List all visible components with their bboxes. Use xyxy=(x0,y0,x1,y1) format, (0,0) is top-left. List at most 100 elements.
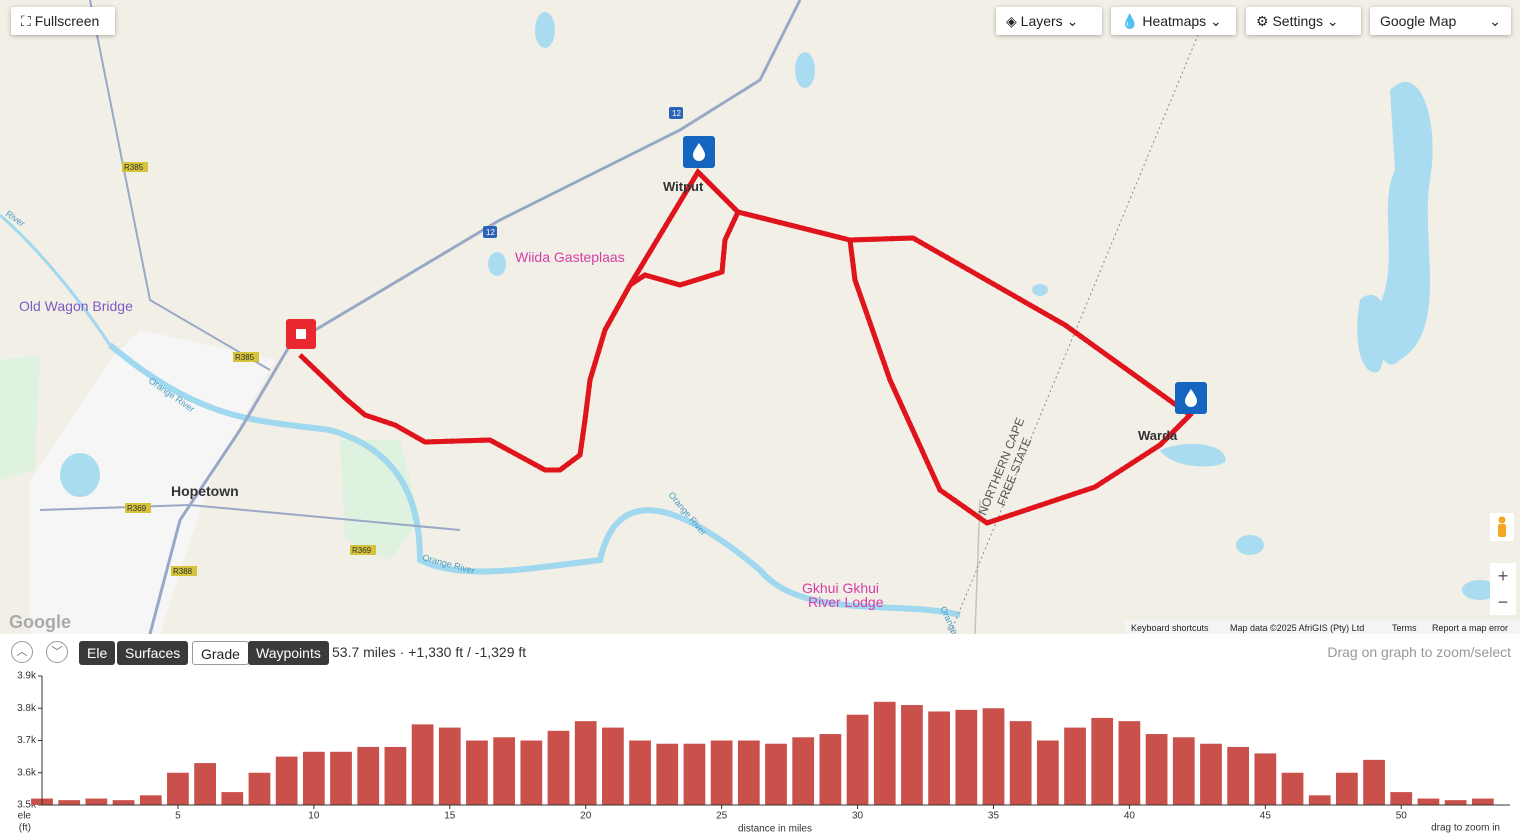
y-tick-label: 3.8k xyxy=(17,703,37,714)
elevation-bar xyxy=(1363,759,1385,805)
elevation-bar xyxy=(167,772,189,805)
map[interactable]: Witput Wiida Gasteplaas Old Wagon Bridge… xyxy=(0,0,1520,634)
elevation-bar xyxy=(737,740,760,805)
place-label[interactable]: River Lodge xyxy=(808,594,884,610)
elevation-bar xyxy=(1444,800,1467,805)
elevation-panel: ︿ ﹀ Ele Surfaces Grade Waypoints 53.7 mi… xyxy=(0,634,1520,839)
elevation-bar xyxy=(466,740,488,805)
tab-button[interactable]: Surfaces xyxy=(117,641,189,665)
elevation-bar xyxy=(1036,740,1059,805)
elevation-bar xyxy=(302,751,325,805)
button-label: Fullscreen xyxy=(34,13,100,29)
park-area xyxy=(340,440,420,560)
settings-button[interactable]: ⚙ Settings ⌄ xyxy=(1246,7,1361,35)
place-label[interactable]: Gkhui Gkhui xyxy=(802,580,879,596)
elevation-bar xyxy=(1200,743,1222,805)
y-tick-label: 3.9k xyxy=(17,671,37,682)
elevation-bar xyxy=(1336,772,1358,805)
elevation-bar xyxy=(275,756,298,805)
elevation-bar xyxy=(1009,721,1032,805)
fullscreen-button[interactable]: ⛶ Fullscreen xyxy=(11,7,115,35)
zoom-out[interactable]: − xyxy=(1498,592,1509,612)
waypoint-marker[interactable] xyxy=(1175,382,1207,414)
elevation-bar xyxy=(411,724,434,805)
x-tick-label: 15 xyxy=(444,811,456,822)
road-shield: R369 xyxy=(352,546,372,555)
footer-link[interactable]: Terms xyxy=(1392,623,1417,633)
elevation-bar xyxy=(765,743,787,805)
place-label[interactable]: Old Wagon Bridge xyxy=(19,298,133,314)
elevation-bar xyxy=(1417,798,1440,805)
road-shields: R385 R385 12 12 R369 R369 R388 xyxy=(122,107,683,576)
collapse-down[interactable]: ﹀ xyxy=(46,641,68,663)
tab-button[interactable]: Ele xyxy=(79,641,116,665)
zoom-in[interactable]: + xyxy=(1498,566,1509,586)
elevation-chart[interactable]: ele (ft) distance in miles drag to zoom … xyxy=(0,634,1520,839)
tab-button[interactable]: Waypoints xyxy=(248,641,329,665)
elevation-bar xyxy=(1254,753,1277,805)
footer-link[interactable]: Report a map error xyxy=(1432,623,1508,633)
elevation-bar xyxy=(1091,717,1114,805)
elevation-bar xyxy=(357,746,380,805)
road-shield: R369 xyxy=(127,504,147,513)
elevation-bar xyxy=(683,743,706,805)
tab-button[interactable]: Grade xyxy=(192,641,249,665)
place-label[interactable]: Wiida Gasteplaas xyxy=(515,249,625,265)
y-label: ele xyxy=(18,811,32,822)
elevation-bar xyxy=(520,740,543,805)
route-summary: 53.7 miles · +1,330 ft / -1,329 ft xyxy=(332,644,527,660)
road-shield: R385 xyxy=(235,353,255,362)
x-tick-label: 45 xyxy=(1260,811,1272,822)
button-label: Heatmaps xyxy=(1142,13,1207,29)
elevation-bar xyxy=(656,743,679,805)
waypoint-marker[interactable] xyxy=(683,136,715,168)
elevation-bar xyxy=(58,800,81,805)
footer-bg xyxy=(1125,620,1520,634)
y-tick-label: 3.7k xyxy=(17,735,37,746)
x-tick-label: 5 xyxy=(175,811,181,822)
zoom-control xyxy=(1490,563,1516,615)
button-label: Layers xyxy=(1020,13,1063,29)
elevation-bar xyxy=(1172,737,1195,805)
place-label: Hopetown xyxy=(171,483,239,499)
lakes xyxy=(60,12,1498,600)
road-shield: 12 xyxy=(486,228,495,237)
pegman[interactable] xyxy=(1490,513,1514,541)
elevation-bar xyxy=(248,772,271,805)
elevation-bar xyxy=(1281,772,1304,805)
elevation-bar xyxy=(384,746,407,805)
elevation-bar xyxy=(194,763,216,805)
y-unit: (ft) xyxy=(19,823,31,834)
park-area xyxy=(0,355,40,480)
hint: Drag on graph to zoom/select xyxy=(1327,644,1511,660)
route-start-marker[interactable] xyxy=(286,319,316,349)
elevation-bar xyxy=(1471,798,1494,805)
y-tick-label: 3.5k xyxy=(17,800,37,811)
elevation-bar xyxy=(982,708,1005,805)
elevation-bar xyxy=(928,711,950,805)
map-type-select[interactable]: Google Map ⌄ xyxy=(1370,7,1511,35)
layers-button[interactable]: ◈ Layers ⌄ xyxy=(996,7,1102,35)
heatmaps-button[interactable]: 💧 Heatmaps ⌄ xyxy=(1111,7,1236,35)
elevation-bar xyxy=(493,737,516,805)
x-tick-label: 40 xyxy=(1124,811,1136,822)
elevation-bar xyxy=(602,727,624,805)
elevation-bar xyxy=(1227,746,1250,805)
elevation-bar xyxy=(846,714,869,805)
button-label: Google Map xyxy=(1380,13,1457,29)
roads xyxy=(39,0,981,634)
road-shield: 12 xyxy=(672,109,681,118)
elevation-bar xyxy=(710,740,733,805)
elevation-bar xyxy=(112,800,135,805)
elevation-bar xyxy=(574,721,597,805)
x-tick-label: 30 xyxy=(852,811,864,822)
footer-link[interactable]: Keyboard shortcuts xyxy=(1131,623,1209,633)
collapse-up[interactable]: ︿ xyxy=(11,641,33,663)
elevation-bar xyxy=(1064,727,1086,805)
y-tick-label: 3.6k xyxy=(17,767,37,778)
elevation-bar xyxy=(221,792,244,805)
elevation-bar xyxy=(547,730,570,805)
elevation-bar xyxy=(629,740,651,805)
route xyxy=(300,167,1194,526)
